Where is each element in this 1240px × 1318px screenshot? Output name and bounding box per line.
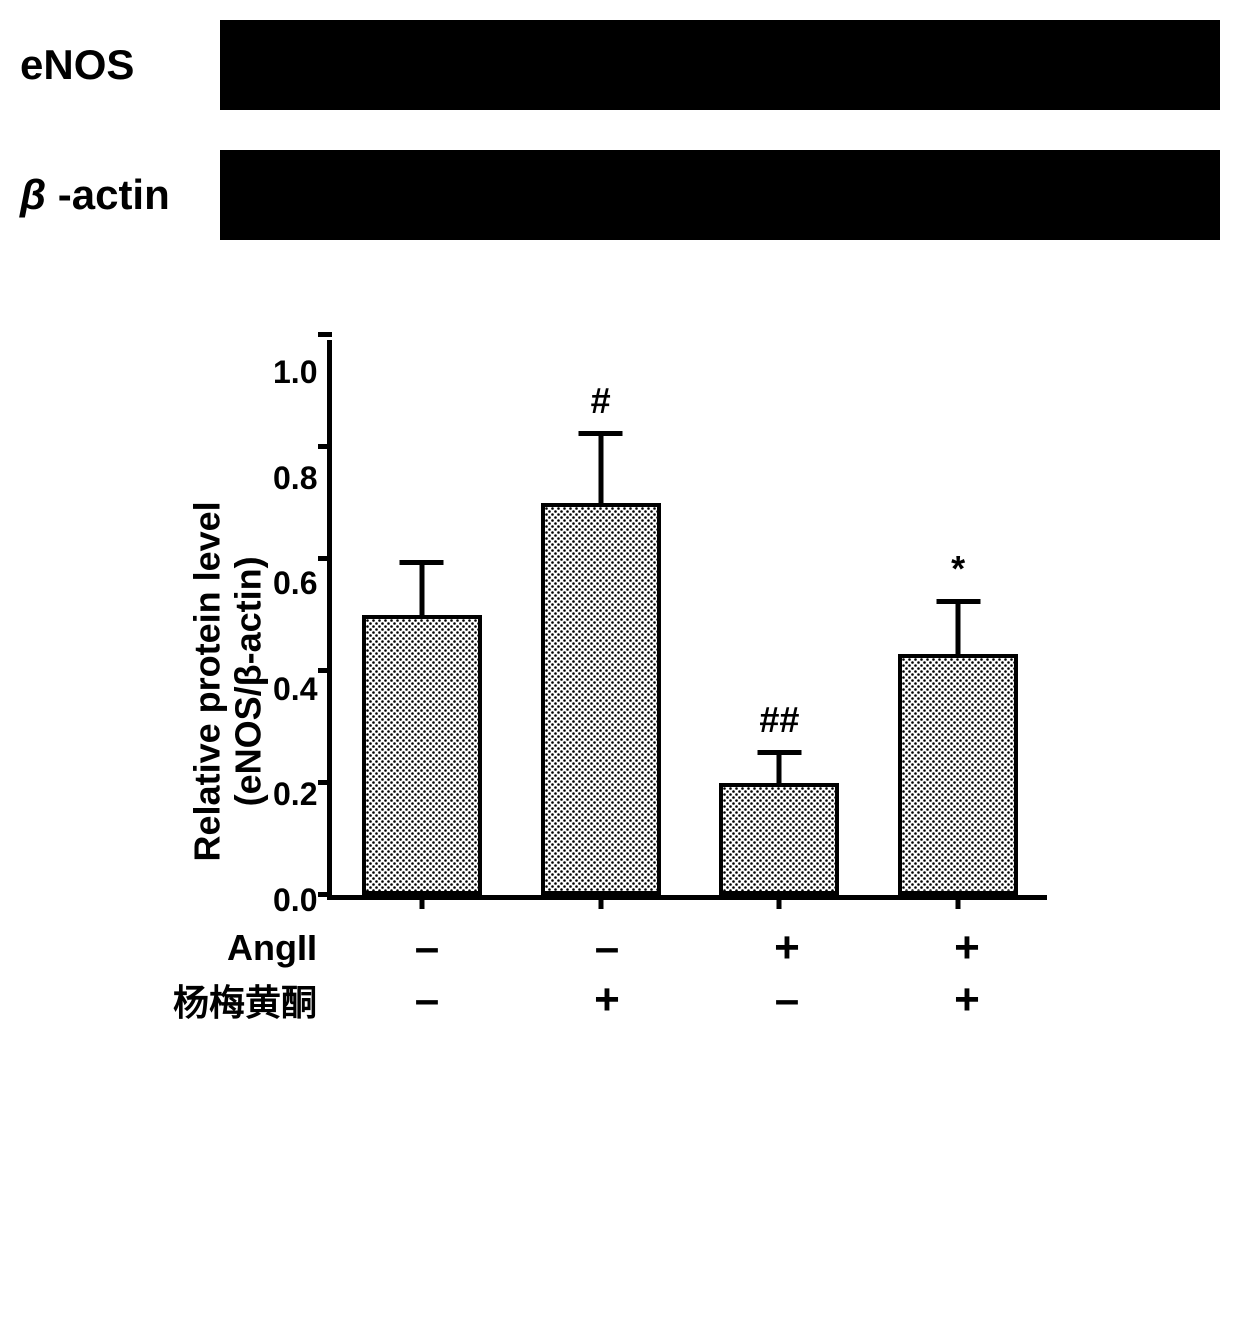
y-tick-mark bbox=[318, 444, 332, 449]
ylabel-line2: (eNOS/β-actin) bbox=[228, 556, 269, 806]
bar-slot: ## bbox=[719, 340, 839, 895]
y-tick-label: 0.6 bbox=[273, 567, 317, 599]
bar bbox=[362, 615, 482, 895]
figure-root: eNOS β -actin Relative protein level (eN… bbox=[20, 20, 1220, 1022]
error-bar bbox=[956, 602, 961, 658]
chart-inner: Relative protein level (eNOS/β-actin) 1.… bbox=[183, 340, 1057, 1022]
treatment-cell: – bbox=[367, 978, 487, 1022]
treatment-cell: + bbox=[547, 978, 667, 1022]
beta-italic: β bbox=[20, 171, 46, 218]
bar bbox=[898, 654, 1018, 895]
blot-label-bactin: β -actin bbox=[20, 171, 220, 219]
x-tick-mark bbox=[956, 895, 961, 909]
x-tick-mark bbox=[419, 895, 424, 909]
axes-row: 1.00.80.60.40.20.0 ###* bbox=[273, 340, 1057, 900]
treatment-label: 杨梅黄酮 bbox=[173, 974, 317, 1026]
treatment-cell: – bbox=[547, 926, 667, 970]
y-tick-mark bbox=[318, 668, 332, 673]
y-tick-mark bbox=[318, 332, 332, 337]
x-tick-mark bbox=[598, 895, 603, 909]
treatment-cells: – – + + bbox=[337, 926, 1057, 970]
treatment-cell: + bbox=[907, 926, 1027, 970]
blot-label-bactin-rest: -actin bbox=[46, 171, 170, 218]
plot-area: ###* bbox=[327, 340, 1047, 900]
treatment-cell: + bbox=[907, 978, 1027, 1022]
treatment-label: AngII bbox=[227, 927, 317, 969]
bar-chart: Relative protein level (eNOS/β-actin) 1.… bbox=[20, 340, 1220, 1022]
error-bar bbox=[419, 563, 424, 619]
significance-marker: # bbox=[591, 380, 611, 422]
bar-slot: * bbox=[898, 340, 1018, 895]
y-axis-label: Relative protein level (eNOS/β-actin) bbox=[187, 501, 270, 861]
y-tick-label: 1.0 bbox=[273, 356, 317, 388]
bars-container: ###* bbox=[332, 340, 1047, 895]
significance-marker: * bbox=[951, 548, 965, 590]
y-tick-mark bbox=[318, 892, 332, 897]
y-ticks: 1.00.80.60.40.20.0 bbox=[273, 340, 327, 900]
blot-band-bactin bbox=[220, 150, 1220, 240]
bar-slot bbox=[362, 340, 482, 895]
blot-row-bactin: β -actin bbox=[20, 150, 1220, 240]
western-blot-panel: eNOS β -actin bbox=[20, 20, 1220, 240]
y-tick-label: 0.8 bbox=[273, 462, 317, 494]
error-bar bbox=[777, 753, 782, 787]
bar bbox=[541, 503, 661, 895]
treatment-cell: + bbox=[727, 926, 847, 970]
y-tick-label: 0.0 bbox=[273, 884, 317, 916]
y-tick-mark bbox=[318, 556, 332, 561]
treatment-rows: AngII––++杨梅黄酮–+–+ bbox=[273, 918, 1057, 1022]
treatment-cells: – + – + bbox=[337, 978, 1057, 1022]
ylabel-line1: Relative protein level bbox=[187, 501, 228, 861]
x-tick-mark bbox=[777, 895, 782, 909]
y-tick-mark bbox=[318, 780, 332, 785]
bar-slot: # bbox=[541, 340, 661, 895]
treatment-row-wrap: 杨梅黄酮–+–+ bbox=[273, 978, 1057, 1022]
bar bbox=[719, 783, 839, 895]
significance-marker: ## bbox=[759, 699, 799, 741]
blot-row-enos: eNOS bbox=[20, 20, 1220, 110]
blot-band-enos bbox=[220, 20, 1220, 110]
y-tick-label: 0.4 bbox=[273, 673, 317, 705]
error-bar bbox=[598, 434, 603, 507]
blot-label-enos: eNOS bbox=[20, 41, 220, 89]
treatment-cell: – bbox=[367, 926, 487, 970]
y-tick-label: 0.2 bbox=[273, 778, 317, 810]
plot-column: 1.00.80.60.40.20.0 ###* AngII––++杨梅黄酮–+–… bbox=[273, 340, 1057, 1022]
treatment-cell: – bbox=[727, 978, 847, 1022]
treatment-row-wrap: AngII––++ bbox=[273, 926, 1057, 970]
y-axis-label-col: Relative protein level (eNOS/β-actin) bbox=[183, 340, 273, 1022]
